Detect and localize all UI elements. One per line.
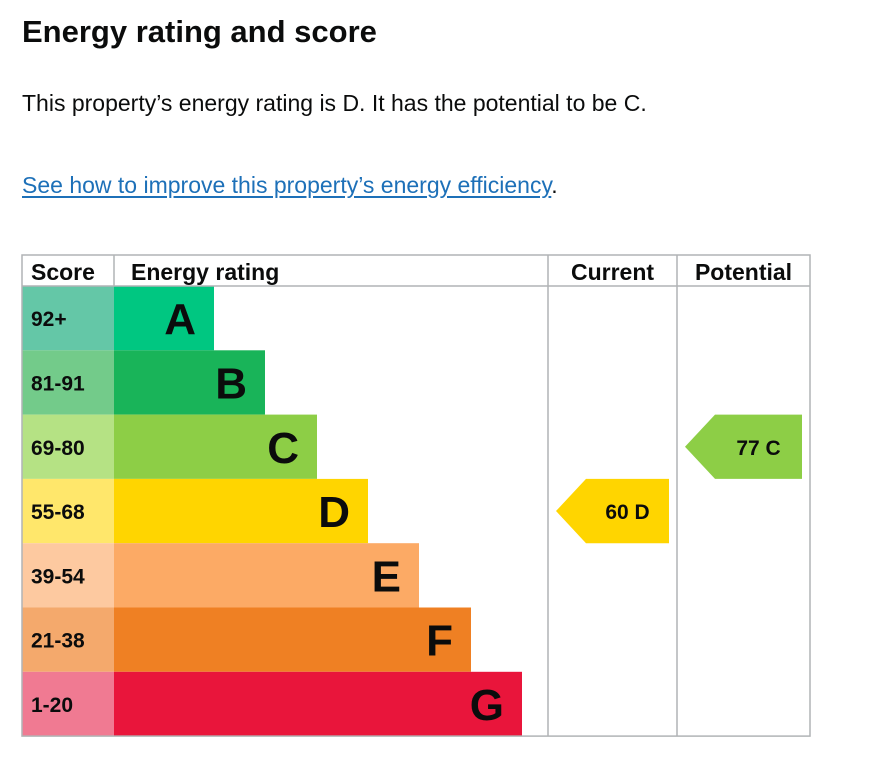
table-border (21, 254, 811, 737)
potential-arrow (685, 414, 802, 479)
rating-bar-g (114, 671, 522, 737)
rating-description: This property’s energy rating is D. It h… (22, 90, 647, 116)
rating-bar-c (114, 414, 317, 479)
link-suffix: . (551, 172, 558, 198)
rating-letter-f: F (426, 617, 453, 666)
score-cell-g (22, 671, 114, 737)
rating-bar-f (114, 607, 471, 672)
rating-bar-a (114, 286, 214, 351)
improve-efficiency-link[interactable]: See how to improve this property’s energ… (22, 172, 552, 198)
rating-bar-e (114, 543, 419, 608)
rating-letter-c: C (267, 424, 299, 473)
rating-bar-d (114, 478, 368, 544)
score-label-d: 55-68 (31, 501, 85, 524)
rating-letter-b: B (215, 359, 247, 408)
header-potential: Potential (695, 259, 792, 285)
score-label-f: 21-38 (31, 630, 85, 653)
score-cell-b (22, 350, 114, 415)
score-label-c: 69-80 (31, 437, 85, 460)
score-cell-c (22, 414, 114, 479)
rating-letter-a: A (164, 295, 196, 344)
improve-link-line: See how to improve this property’s energ… (22, 172, 558, 199)
page-title: Energy rating and score (22, 14, 377, 49)
header-score: Score (31, 259, 95, 285)
current-arrow-label: 60 D (605, 501, 649, 524)
rating-letter-d: D (318, 488, 350, 537)
score-label-g: 1-20 (31, 694, 73, 717)
score-label-e: 39-54 (31, 565, 85, 588)
score-cell-a (22, 286, 114, 351)
score-label-b: 81-91 (31, 372, 85, 395)
rating-letter-e: E (372, 552, 401, 601)
score-cell-f (22, 607, 114, 672)
header-energy-rating: Energy rating (131, 259, 279, 285)
header-current: Current (571, 259, 654, 285)
potential-arrow-label: 77 C (736, 437, 780, 460)
score-label-a: 92+ (31, 308, 67, 331)
score-cell-d (22, 478, 114, 544)
rating-bar-b (114, 350, 265, 415)
score-cell-e (22, 543, 114, 608)
rating-letter-g: G (470, 681, 504, 730)
current-arrow (556, 478, 669, 544)
